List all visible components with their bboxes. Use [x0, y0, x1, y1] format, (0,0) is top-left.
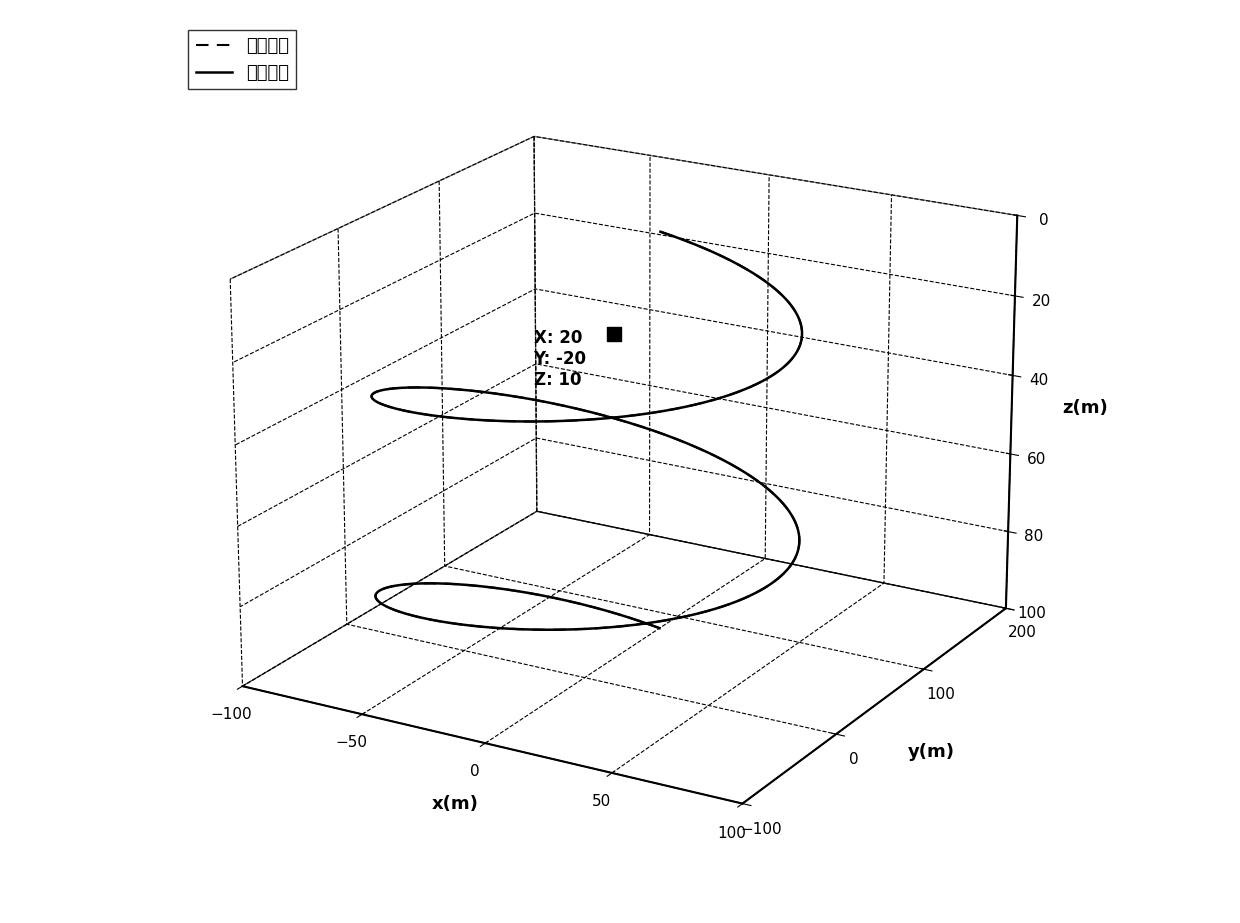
Y-axis label: y(m): y(m)	[908, 743, 955, 761]
X-axis label: x(m): x(m)	[432, 796, 479, 813]
Legend: 期望轨迹, 实际轨迹: 期望轨迹, 实际轨迹	[188, 30, 296, 90]
